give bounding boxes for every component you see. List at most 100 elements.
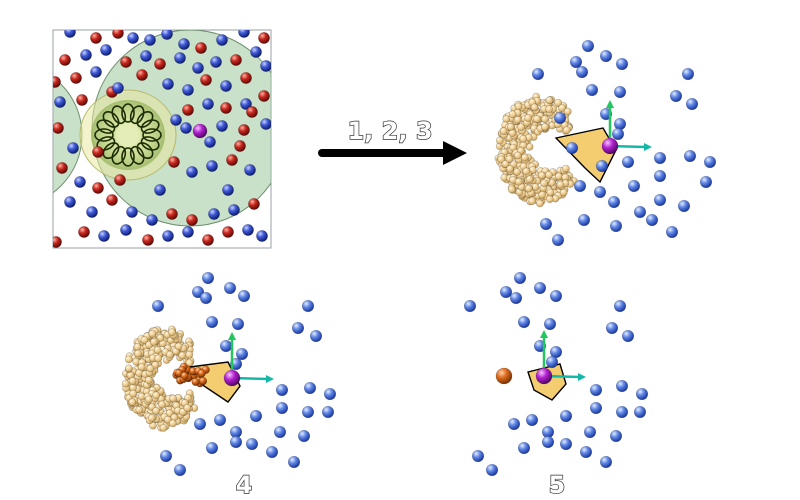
water-red-sphere xyxy=(246,106,258,118)
water-red-sphere xyxy=(70,72,82,84)
cluster-bead xyxy=(530,103,539,112)
cluster-bead xyxy=(545,96,554,105)
cluster-bead xyxy=(165,350,174,359)
water-blue-sphere xyxy=(199,291,213,305)
cluster-bead xyxy=(520,153,529,162)
water-blue-sphere xyxy=(205,315,219,329)
water-blue-sphere xyxy=(543,317,557,331)
arrow-label: 1, 2, 3 xyxy=(347,117,432,145)
water-blue-sphere xyxy=(627,179,641,193)
water-blue-sphere xyxy=(539,217,553,231)
cluster-bead xyxy=(506,164,514,173)
process-arrow: 1, 2, 3 xyxy=(318,116,467,165)
water-blue-sphere xyxy=(685,97,699,111)
cluster-bead xyxy=(501,160,510,168)
water-blue-sphere xyxy=(621,329,635,343)
water-blue-sphere xyxy=(161,30,173,40)
cluster-bead xyxy=(135,405,144,414)
water-blue-sphere xyxy=(275,401,289,415)
water-blue-sphere xyxy=(485,463,499,477)
water-blue-sphere xyxy=(525,413,539,427)
water-red-sphere xyxy=(92,182,104,194)
x-axis-arrowhead-icon xyxy=(578,373,586,381)
water-blue-sphere xyxy=(100,44,112,56)
cluster-bead xyxy=(128,377,137,385)
central-purple-molecule xyxy=(192,123,208,139)
water-blue-sphere xyxy=(699,175,713,189)
water-blue-sphere xyxy=(219,339,233,353)
cluster-bead xyxy=(563,107,572,116)
cluster-bead xyxy=(159,423,168,432)
water-blue-sphere xyxy=(260,118,271,130)
water-blue-sphere xyxy=(653,169,667,183)
helix-coil xyxy=(111,105,127,125)
water-blue-sphere xyxy=(621,155,635,169)
cluster-bead xyxy=(507,185,516,194)
cluster-bead xyxy=(513,151,522,160)
water-blue-sphere xyxy=(613,85,627,99)
cluster-bead xyxy=(129,389,138,398)
cluster-bead xyxy=(562,126,571,135)
water-blue-sphere xyxy=(509,291,523,305)
water-red-sphere xyxy=(226,154,238,166)
water-blue-sphere xyxy=(182,84,194,96)
panel-step-5 xyxy=(463,271,649,477)
cluster-bead xyxy=(541,123,549,131)
selected-orange-bead xyxy=(180,371,189,380)
water-blue-sphere xyxy=(583,425,597,439)
helix-coil xyxy=(121,103,135,123)
cluster-bead xyxy=(121,379,130,388)
water-red-sphere xyxy=(142,234,154,246)
cluster-bead xyxy=(556,180,565,189)
cluster-bead xyxy=(124,364,133,373)
water-blue-sphere xyxy=(174,52,186,64)
water-blue-sphere xyxy=(265,445,279,459)
water-blue-sphere xyxy=(579,445,593,459)
helix-coil xyxy=(96,119,116,134)
water-blue-sphere xyxy=(323,387,337,401)
cluster-bead xyxy=(554,98,563,107)
water-blue-sphere xyxy=(565,141,579,155)
cluster-bead xyxy=(519,134,528,143)
water-red-sphere xyxy=(78,226,90,238)
cluster-bead xyxy=(134,349,142,358)
protein-pore xyxy=(116,123,140,147)
helix-coil xyxy=(140,136,160,151)
step-4-label: 4 xyxy=(236,471,253,499)
cluster-bead xyxy=(137,363,146,372)
water-blue-sphere xyxy=(549,289,563,303)
water-blue-sphere xyxy=(210,56,222,68)
water-blue-sphere xyxy=(208,208,220,220)
water-blue-sphere xyxy=(611,127,625,141)
water-blue-sphere xyxy=(683,149,697,163)
water-blue-sphere xyxy=(605,321,619,335)
water-red-sphere xyxy=(234,140,246,152)
water-blue-sphere xyxy=(235,347,249,361)
water-blue-sphere xyxy=(178,38,190,50)
protein-ring-structure xyxy=(79,89,177,181)
water-red-sphere xyxy=(76,94,88,106)
water-red-sphere xyxy=(120,56,132,68)
water-blue-sphere xyxy=(633,205,647,219)
water-blue-sphere xyxy=(231,317,245,331)
water-blue-sphere xyxy=(146,214,158,226)
water-blue-sphere xyxy=(98,230,110,242)
water-red-sphere xyxy=(238,124,250,136)
water-blue-sphere xyxy=(471,449,485,463)
water-blue-sphere xyxy=(653,151,667,165)
water-blue-sphere xyxy=(186,166,198,178)
water-blue-sphere xyxy=(249,409,263,423)
water-blue-sphere xyxy=(703,155,717,169)
cluster-bead xyxy=(174,342,183,351)
water-blue-sphere xyxy=(681,67,695,81)
cluster-bead xyxy=(144,376,153,384)
cluster-bead xyxy=(152,391,161,400)
helix-coil xyxy=(142,128,162,142)
cluster-bead xyxy=(514,102,523,111)
selected-orange-bead xyxy=(197,369,206,378)
water-red-sphere xyxy=(248,198,260,210)
water-blue-sphere xyxy=(151,299,165,313)
water-blue-sphere xyxy=(80,49,92,61)
selected-orange-bead xyxy=(191,377,200,387)
water-blue-sphere xyxy=(127,32,139,44)
